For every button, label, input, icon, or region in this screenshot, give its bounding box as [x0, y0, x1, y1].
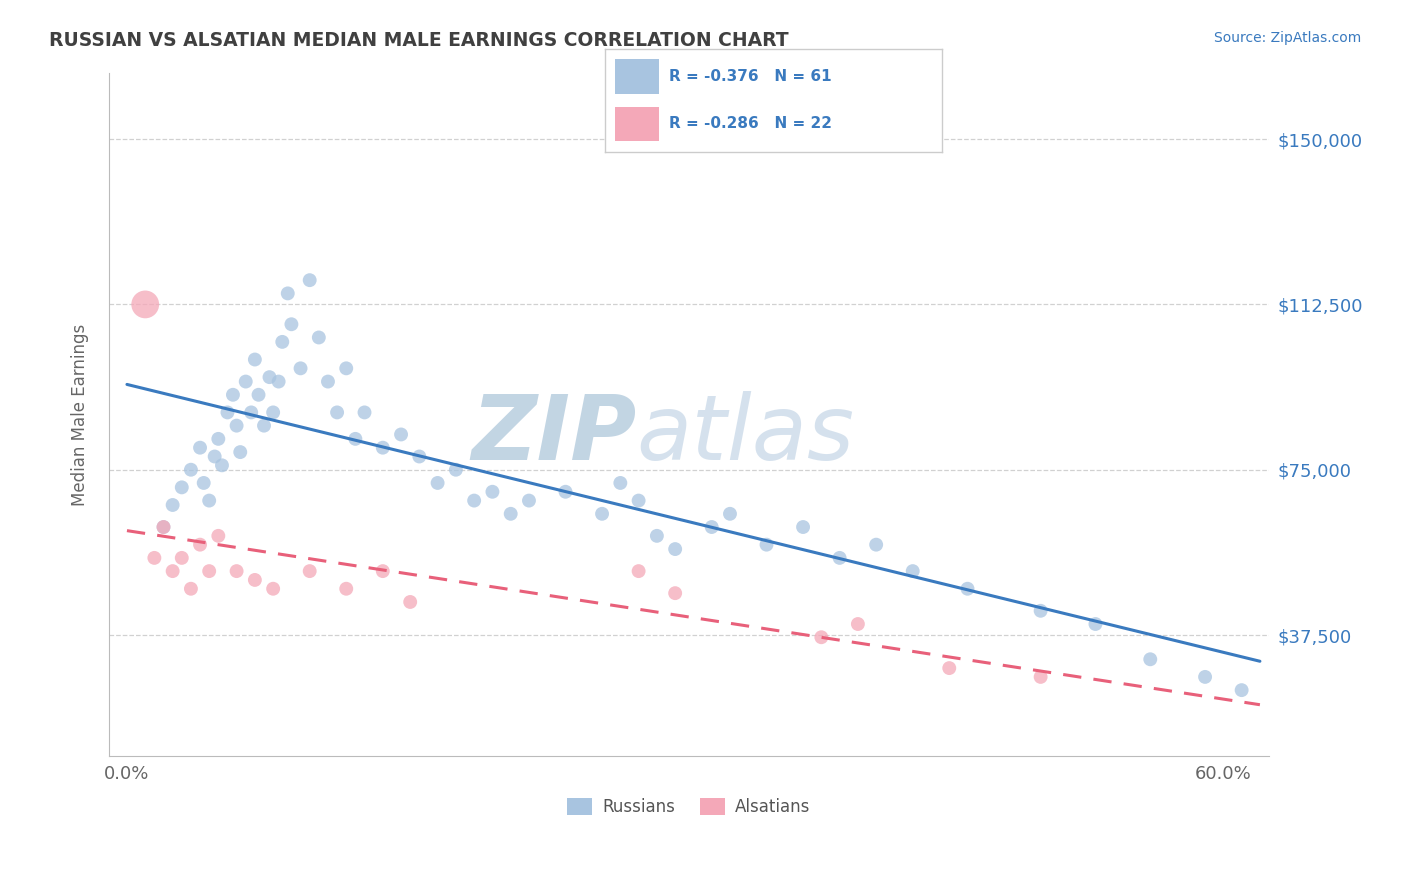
- Point: [1029, 604, 1052, 618]
- Point: [792, 520, 814, 534]
- Point: [277, 286, 299, 301]
- Point: [198, 493, 221, 508]
- Point: [188, 441, 211, 455]
- Point: [326, 405, 349, 419]
- Text: atlas: atlas: [637, 391, 855, 479]
- Point: [198, 564, 221, 578]
- Text: ZIP: ZIP: [471, 391, 637, 479]
- Point: [828, 550, 851, 565]
- Point: [664, 586, 686, 600]
- Point: [517, 493, 540, 508]
- Point: [609, 475, 631, 490]
- Point: [225, 564, 247, 578]
- Point: [444, 463, 467, 477]
- Point: [335, 582, 357, 596]
- Point: [627, 564, 650, 578]
- Point: [308, 330, 330, 344]
- Point: [426, 475, 449, 490]
- Point: [938, 661, 960, 675]
- Point: [956, 582, 979, 596]
- Point: [170, 480, 193, 494]
- Point: [718, 507, 741, 521]
- Point: [499, 507, 522, 521]
- Point: [243, 352, 266, 367]
- Legend: Russians, Alsatians: Russians, Alsatians: [561, 791, 817, 823]
- Point: [389, 427, 412, 442]
- Point: [180, 582, 202, 596]
- Point: [554, 484, 576, 499]
- Point: [755, 538, 778, 552]
- Point: [1029, 670, 1052, 684]
- Point: [180, 463, 202, 477]
- Point: [259, 370, 281, 384]
- Point: [235, 375, 257, 389]
- Point: [253, 418, 276, 433]
- Bar: [614, 59, 658, 95]
- Point: [1230, 683, 1253, 698]
- Point: [353, 405, 375, 419]
- Point: [335, 361, 357, 376]
- Point: [298, 564, 321, 578]
- Point: [645, 529, 668, 543]
- Point: [1194, 670, 1216, 684]
- Point: [371, 441, 394, 455]
- Point: [170, 550, 193, 565]
- Point: [143, 550, 166, 565]
- Point: [152, 520, 174, 534]
- Point: [280, 318, 302, 332]
- Point: [204, 450, 226, 464]
- Point: [225, 418, 247, 433]
- Text: Source: ZipAtlas.com: Source: ZipAtlas.com: [1213, 31, 1361, 45]
- Text: R = -0.376   N = 61: R = -0.376 N = 61: [669, 70, 831, 84]
- Point: [371, 564, 394, 578]
- Point: [298, 273, 321, 287]
- Point: [627, 493, 650, 508]
- Point: [1084, 617, 1107, 632]
- Text: R = -0.286   N = 22: R = -0.286 N = 22: [669, 117, 832, 131]
- Point: [664, 542, 686, 557]
- Y-axis label: Median Male Earnings: Median Male Earnings: [72, 324, 89, 506]
- Point: [152, 520, 174, 534]
- Point: [1139, 652, 1161, 666]
- Bar: [614, 106, 658, 141]
- Point: [591, 507, 613, 521]
- Point: [207, 432, 229, 446]
- Point: [344, 432, 367, 446]
- Point: [207, 529, 229, 543]
- Point: [290, 361, 312, 376]
- Point: [262, 582, 284, 596]
- Point: [134, 297, 156, 311]
- Point: [229, 445, 252, 459]
- Point: [901, 564, 924, 578]
- Point: [399, 595, 422, 609]
- Point: [222, 388, 245, 402]
- Point: [217, 405, 239, 419]
- Point: [193, 475, 215, 490]
- Point: [162, 564, 184, 578]
- Point: [700, 520, 723, 534]
- Point: [316, 375, 339, 389]
- Point: [481, 484, 503, 499]
- Point: [247, 388, 270, 402]
- Point: [267, 375, 290, 389]
- Point: [810, 630, 832, 644]
- Point: [865, 538, 887, 552]
- Point: [846, 617, 869, 632]
- Point: [408, 450, 430, 464]
- Point: [262, 405, 284, 419]
- Point: [188, 538, 211, 552]
- Point: [211, 458, 233, 473]
- Point: [162, 498, 184, 512]
- Point: [243, 573, 266, 587]
- Text: RUSSIAN VS ALSATIAN MEDIAN MALE EARNINGS CORRELATION CHART: RUSSIAN VS ALSATIAN MEDIAN MALE EARNINGS…: [49, 31, 789, 50]
- Point: [271, 334, 294, 349]
- Point: [240, 405, 263, 419]
- Point: [463, 493, 485, 508]
